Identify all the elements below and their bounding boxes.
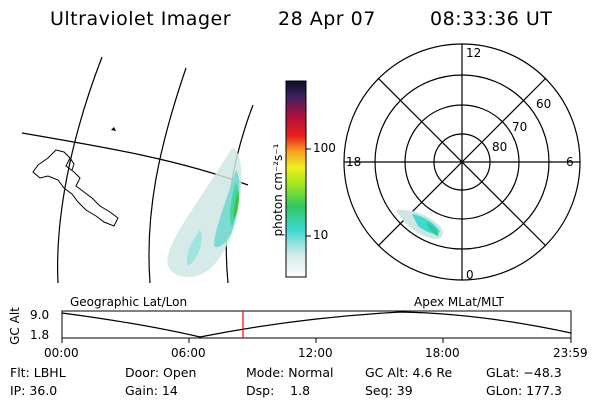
mlt-label-6: 6 xyxy=(566,155,574,169)
mlt-label-0: 0 xyxy=(466,268,474,282)
apex-panel-label: Apex MLat/MLT xyxy=(414,295,504,309)
date-label: 28 Apr 07 xyxy=(278,8,376,30)
info-gc-alt: GC Alt: 4.6 Re xyxy=(365,365,453,380)
time-tick-0600: 06:00 xyxy=(171,346,206,360)
time-tick-2359: 23:59 xyxy=(553,346,588,360)
lat-label-60: 60 xyxy=(536,97,552,111)
geographic-panel-label: Geographic Lat/Lon xyxy=(70,295,188,309)
altitude-tick-min: 1.8 xyxy=(30,328,50,342)
lat-label-80: 80 xyxy=(492,140,508,154)
info-gain: Gain: 14 xyxy=(125,383,178,398)
info-ip: IP: 36.0 xyxy=(10,383,58,398)
colorbar xyxy=(285,80,307,278)
polar-plot xyxy=(343,43,581,281)
info-mode: Mode: Normal xyxy=(246,365,334,380)
mlt-label-18: 18 xyxy=(346,155,362,169)
info-glon: GLon: 177.3 xyxy=(486,383,562,398)
time-tick-1800: 18:00 xyxy=(425,346,460,360)
instrument-title: Ultraviolet Imager xyxy=(50,8,232,30)
lat-label-70: 70 xyxy=(512,120,528,134)
time-tick-1200: 12:00 xyxy=(298,346,333,360)
info-glat: GLat: −48.3 xyxy=(486,365,562,380)
colorbar-label: photon cm⁻²s⁻¹ xyxy=(271,143,285,237)
info-door: Door: Open xyxy=(125,365,197,380)
colorbar-tick-100: 100 xyxy=(313,141,336,155)
geographic-aurora xyxy=(167,148,242,278)
colorbar-tick-10: 10 xyxy=(313,228,329,242)
altitude-tick-max: 9.0 xyxy=(30,308,50,322)
altitude-plot xyxy=(61,310,572,343)
time-label: 08:33:36 UT xyxy=(430,8,553,30)
time-tick-0000: 00:00 xyxy=(44,346,79,360)
altitude-axis-label: GC Alt xyxy=(8,307,22,345)
info-seq: Seq: 39 xyxy=(365,383,413,398)
mlt-label-12: 12 xyxy=(466,46,482,60)
info-dsp: Dsp: 1.8 xyxy=(246,383,311,398)
info-flt: Flt: LBHL xyxy=(10,365,66,380)
